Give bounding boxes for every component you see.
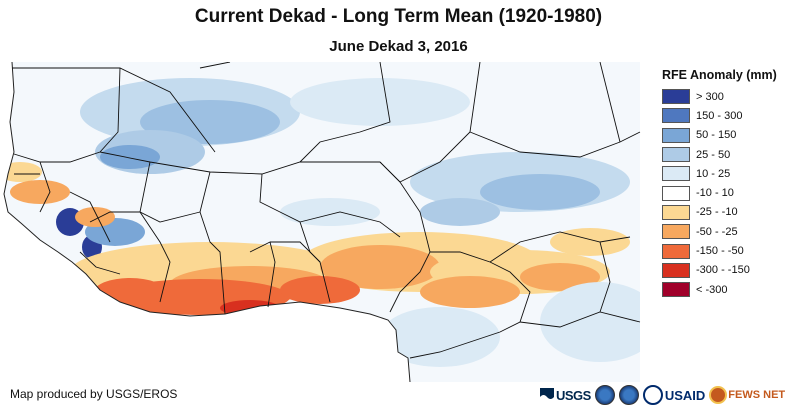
coastline (3, 61, 411, 383)
legend-label: -10 - 10 (696, 187, 734, 200)
fews-net-logo-text: FEWS NET (728, 389, 786, 401)
legend-swatch (662, 166, 690, 182)
legend-swatch (662, 282, 690, 298)
legend-item: -25 - -10 (662, 203, 792, 222)
legend-label: 150 - 300 (696, 109, 743, 122)
legend-item: 50 - 150 (662, 126, 792, 145)
legend-item: 10 - 25 (662, 164, 792, 183)
legend-title: RFE Anomaly (mm) (662, 68, 777, 82)
usaid-logo-text: USAID (664, 387, 706, 403)
legend-swatch (662, 224, 690, 240)
legend-label: 25 - 50 (696, 148, 731, 161)
legend-item: -300 - -150 (662, 261, 792, 280)
land-area (4, 62, 640, 382)
legend-label: -300 - -150 (696, 264, 750, 277)
legend-swatch (662, 108, 690, 124)
usgs-wave-icon (540, 388, 554, 402)
legend-item: < -300 (662, 280, 792, 299)
legend-label: > 300 (696, 90, 724, 103)
legend-items: > 300 150 - 300 50 - 150 25 - 50 10 - 25 -10 … (662, 87, 792, 299)
country-borders (12, 61, 641, 359)
map-title: Current Dekad - Long Term Mean (1920-198… (194, 6, 603, 27)
legend-item: -150 - -50 (662, 241, 792, 260)
legend-item: > 300 (662, 87, 792, 106)
agency-logos: USGS USAID FEWS NET (540, 380, 795, 410)
nasa-seal-icon (618, 385, 639, 405)
map-subtitle: June Dekad 3, 2016 (329, 38, 468, 55)
fews-net-logo: FEWS NET (709, 386, 785, 404)
credit-text: Map produced by USGS/EROS (10, 387, 178, 401)
legend-item: -10 - 10 (662, 183, 792, 202)
legend-swatch (662, 127, 690, 143)
usaid-seal-icon (642, 385, 663, 405)
legend-label: < -300 (696, 283, 728, 296)
fews-net-mark-icon (709, 386, 728, 404)
legend-label: -150 - -50 (696, 245, 744, 258)
usgs-logo-text: USGS (556, 387, 591, 403)
legend-swatch (662, 185, 690, 201)
legend-swatch (662, 147, 690, 163)
legend-swatch (662, 204, 690, 220)
legend-label: 10 - 25 (696, 167, 731, 180)
legend-item: 25 - 50 (662, 145, 792, 164)
legend: RFE Anomaly (mm) > 300 150 - 300 50 - 150 2… (662, 68, 792, 299)
map-svg (3, 61, 641, 383)
usaid-logo: USAID (642, 385, 706, 405)
legend-swatch (662, 243, 690, 259)
rfe-anomaly-map (0, 61, 655, 383)
legend-item: 150 - 300 (662, 106, 792, 125)
legend-label: 50 - 150 (696, 129, 737, 142)
legend-swatch (662, 89, 690, 105)
legend-label: -50 - -25 (696, 225, 738, 238)
legend-item: -50 - -25 (662, 222, 792, 241)
usgs-logo: USGS (540, 388, 591, 403)
legend-swatch (662, 262, 690, 278)
legend-label: -25 - -10 (696, 206, 738, 219)
noaa-seal-icon (594, 385, 615, 405)
